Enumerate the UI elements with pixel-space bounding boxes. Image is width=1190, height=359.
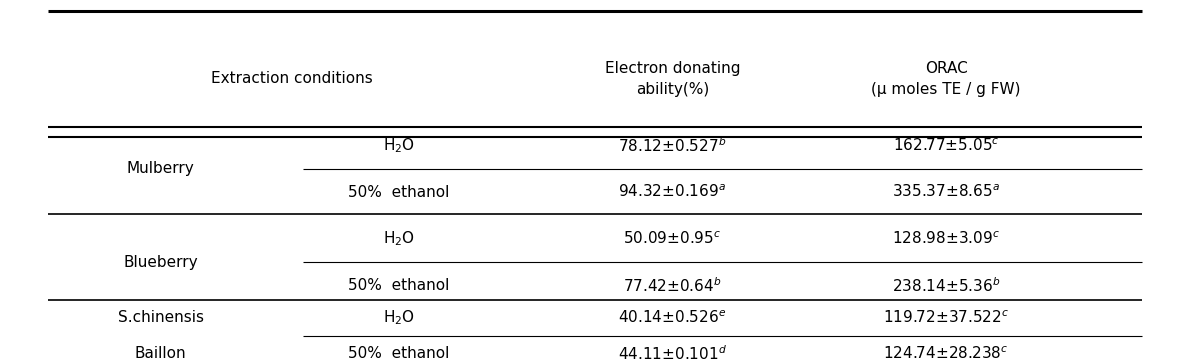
Text: 124.74±28.238$^{c}$: 124.74±28.238$^{c}$: [883, 345, 1009, 359]
Text: 44.11±0.101$^{d}$: 44.11±0.101$^{d}$: [618, 344, 727, 359]
Text: 128.98±3.09$^{c}$: 128.98±3.09$^{c}$: [892, 230, 1000, 247]
Text: Electron donating
ability(%): Electron donating ability(%): [605, 61, 740, 97]
Text: Mulberry: Mulberry: [127, 161, 194, 176]
Text: 40.14±0.526$^{e}$: 40.14±0.526$^{e}$: [618, 309, 727, 326]
Text: 94.32±0.169$^{a}$: 94.32±0.169$^{a}$: [619, 184, 726, 200]
Text: 50%  ethanol: 50% ethanol: [347, 278, 450, 293]
Text: 50.09±0.95$^{c}$: 50.09±0.95$^{c}$: [624, 230, 721, 247]
Text: Baillon: Baillon: [134, 346, 187, 359]
Text: 50%  ethanol: 50% ethanol: [347, 185, 450, 200]
Text: H$_2$O: H$_2$O: [383, 136, 414, 155]
Text: 162.77±5.05$^{c}$: 162.77±5.05$^{c}$: [892, 137, 1000, 154]
Text: 78.12±0.527$^{b}$: 78.12±0.527$^{b}$: [618, 136, 727, 155]
Text: 77.42±0.64$^{b}$: 77.42±0.64$^{b}$: [624, 276, 721, 295]
Text: 50%  ethanol: 50% ethanol: [347, 346, 450, 359]
Text: Extraction conditions: Extraction conditions: [211, 71, 372, 87]
Text: H$_2$O: H$_2$O: [383, 308, 414, 327]
Text: H$_2$O: H$_2$O: [383, 229, 414, 248]
Text: Blueberry: Blueberry: [124, 255, 198, 270]
Text: 119.72±37.522$^{c}$: 119.72±37.522$^{c}$: [883, 309, 1009, 326]
Text: ORAC
(μ moles TE / g FW): ORAC (μ moles TE / g FW): [871, 61, 1021, 97]
Text: 238.14±5.36$^{b}$: 238.14±5.36$^{b}$: [891, 276, 1001, 295]
Text: 335.37±8.65$^{a}$: 335.37±8.65$^{a}$: [892, 184, 1000, 200]
Text: S.chinensis: S.chinensis: [118, 310, 203, 325]
